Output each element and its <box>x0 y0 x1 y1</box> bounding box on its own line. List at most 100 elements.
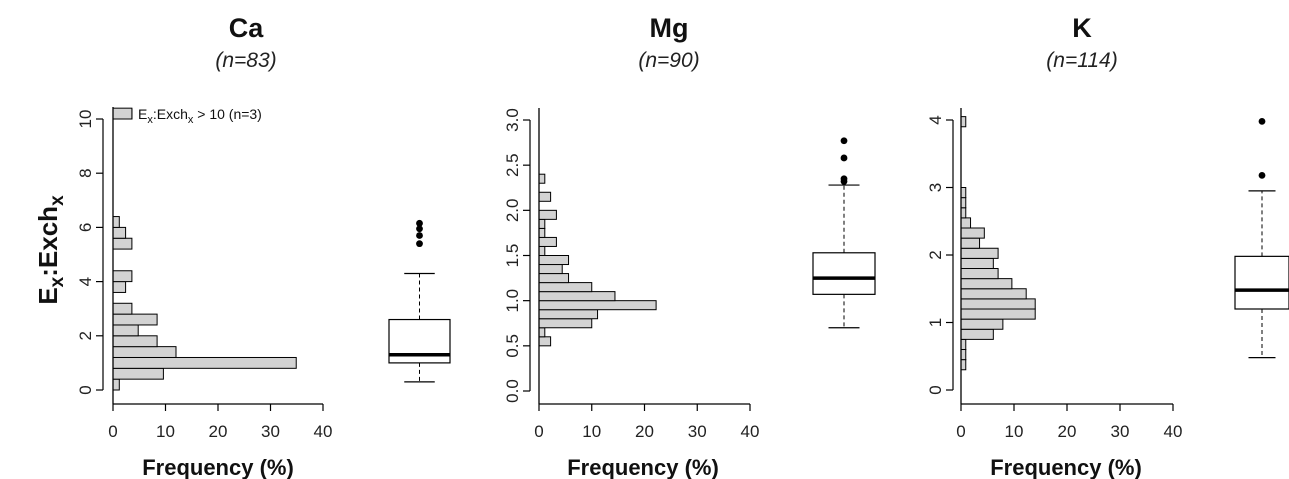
x-tick-label: 0 <box>956 422 965 441</box>
panel-subtitle: (n=90) <box>638 49 699 72</box>
legend-label: Ex:Exchx > 10 (n=3) <box>138 106 262 126</box>
y-tick-label: 2 <box>76 331 95 340</box>
boxplot-outlier <box>1258 171 1266 179</box>
x-tick-label: 30 <box>688 422 707 441</box>
histogram-bar <box>538 227 546 238</box>
histogram-bar <box>960 237 981 249</box>
histogram-bar <box>538 318 593 329</box>
y-tick-label: 4 <box>926 115 945 124</box>
boxplot-outlier <box>840 175 848 183</box>
panel-title: Mg <box>650 13 689 43</box>
histogram-bar <box>112 313 158 326</box>
histogram-bar <box>960 207 967 219</box>
y-tick-label: 3.0 <box>503 108 522 132</box>
x-tick-label: 0 <box>108 422 117 441</box>
panel-title: K <box>1072 13 1092 43</box>
y-tick-label: 8 <box>76 168 95 177</box>
histogram-bar <box>112 302 133 315</box>
histogram-bar <box>960 308 1036 320</box>
histogram-bar <box>960 318 1004 330</box>
y-tick-label: 6 <box>76 223 95 232</box>
x-axis-label: Frequency (%) <box>567 455 719 479</box>
y-tick-label: 1.5 <box>503 244 522 268</box>
y-tick-label: 2 <box>926 250 945 259</box>
histogram-bar <box>112 367 164 380</box>
x-tick-label: 20 <box>209 422 228 441</box>
boxplot-outlier <box>416 225 423 233</box>
boxplot-outlier <box>1258 117 1266 125</box>
x-tick-label: 0 <box>534 422 543 441</box>
boxplot-outlier <box>416 232 423 239</box>
y-tick-label: 2.0 <box>503 199 522 223</box>
histogram-bar <box>538 218 546 229</box>
legend-mid: :Exch <box>153 106 188 122</box>
histogram-bar <box>112 226 127 239</box>
histogram-bar <box>538 173 546 184</box>
histogram-bar <box>112 378 120 391</box>
x-tick-label: 20 <box>1058 422 1077 441</box>
histogram-bar <box>538 336 552 347</box>
legend-sub2: x <box>188 114 194 126</box>
histogram-bar <box>538 245 546 257</box>
panel-subtitle: (n=83) <box>215 49 276 72</box>
histogram-bar <box>960 349 967 361</box>
y-tick-label: 10 <box>76 110 95 129</box>
histogram-bar <box>112 324 139 337</box>
y-tick-label: 0.0 <box>503 379 522 403</box>
histogram-bar <box>960 268 999 280</box>
histogram-bar <box>538 291 616 302</box>
y-tick-label: 3 <box>926 183 945 192</box>
x-tick-label: 40 <box>741 422 760 441</box>
x-axis-label: Frequency (%) <box>142 455 294 479</box>
histogram-bar <box>112 107 133 120</box>
histogram-bar <box>960 257 994 270</box>
legend: Ex:Exchx > 10 (n=3) <box>115 106 262 126</box>
x-tick-label: 20 <box>635 422 654 441</box>
panel-subtitle: (n=114) <box>1046 49 1117 72</box>
y-tick-label: 4 <box>76 277 95 286</box>
x-tick-label: 40 <box>1164 422 1183 441</box>
legend-prefix: E <box>138 106 147 122</box>
x-tick-label: 10 <box>1005 422 1024 441</box>
histogram-bar <box>960 278 1013 290</box>
histogram-bar <box>112 346 177 358</box>
boxplot-outlier <box>416 240 423 248</box>
x-tick-label: 30 <box>1111 422 1130 441</box>
histogram-bar <box>112 281 127 293</box>
y-tick-label: 2.5 <box>503 153 522 177</box>
histogram-bar <box>960 288 1027 300</box>
histogram-bar <box>538 282 593 293</box>
histogram-bar <box>538 191 552 202</box>
y-axis-label-sub1: x <box>47 276 68 287</box>
histogram-bar <box>538 209 557 220</box>
histogram-bar <box>538 309 599 320</box>
histogram-bar <box>538 264 563 275</box>
y-axis-label-mid: :Exch <box>33 206 63 277</box>
histogram-bar <box>960 227 985 239</box>
y-tick-label: 0.5 <box>503 334 522 358</box>
x-tick-label: 30 <box>261 422 280 441</box>
boxplot-outlier <box>840 154 848 162</box>
legend-suffix: > 10 (n=3) <box>193 106 262 122</box>
histogram-bar <box>960 187 967 199</box>
panel-title: Ca <box>229 13 264 43</box>
histogram-bar <box>960 298 1036 310</box>
histogram-bar <box>112 270 133 283</box>
histogram-bar <box>112 356 297 369</box>
histogram-bar <box>112 216 120 228</box>
y-tick-label: 1.0 <box>503 289 522 313</box>
boxplot-outlier <box>840 137 848 145</box>
histogram-bar <box>538 236 557 247</box>
histogram-bar <box>538 255 570 266</box>
boxplot-box <box>812 252 876 295</box>
histogram-bar <box>960 116 967 128</box>
y-axis-label-main: E <box>33 287 63 304</box>
x-tick-label: 10 <box>156 422 175 441</box>
histogram-bar <box>538 300 657 311</box>
panel-mg: Mg (n=90) Frequency (%) 0.0 0.5 1.0 1.5 2.0 2… <box>503 13 876 479</box>
legend-sub1: x <box>147 114 153 126</box>
histogram-bar <box>960 338 967 351</box>
histogram-bar <box>538 327 546 338</box>
